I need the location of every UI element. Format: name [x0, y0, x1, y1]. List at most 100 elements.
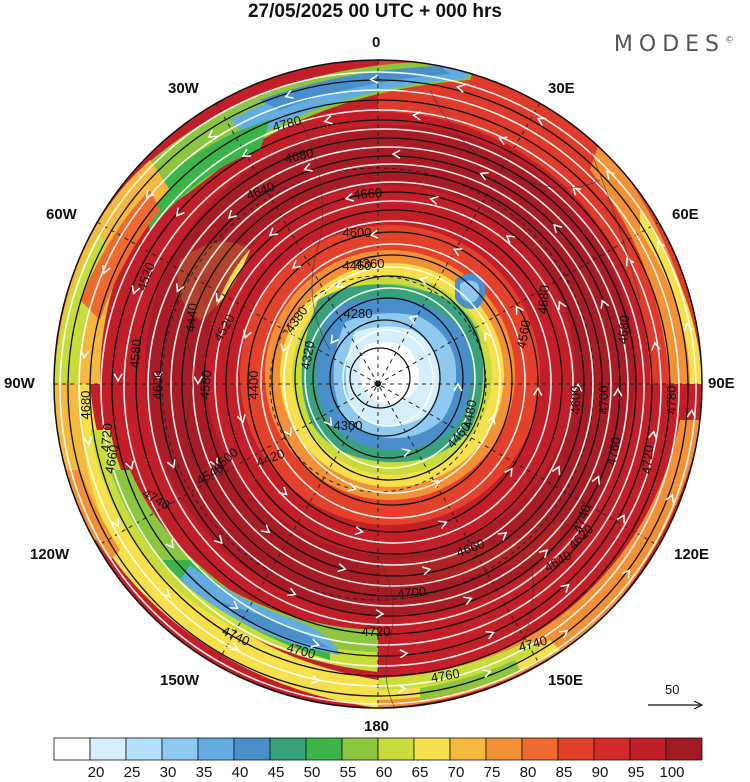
colorbar-swatch — [413, 737, 451, 761]
arrow-head — [479, 171, 489, 181]
arrow-head — [330, 334, 340, 345]
arrow-head — [498, 136, 508, 146]
colorbar-swatch — [377, 737, 415, 761]
colorbar-tick-label: 65 — [411, 764, 429, 781]
arrow-head — [175, 283, 185, 293]
arrow-head — [463, 596, 473, 606]
colorbar-tick-label: 90 — [591, 764, 609, 781]
arrow-head — [539, 549, 549, 559]
contour-label: 4560 — [197, 370, 214, 400]
arrow-head — [591, 475, 601, 485]
arrow-head — [236, 414, 246, 424]
arrow-head — [558, 300, 567, 311]
contour-label: 4600 — [568, 386, 583, 415]
arrow-head — [648, 430, 658, 440]
arrow-head — [283, 427, 292, 437]
colorbar-swatch — [665, 737, 703, 761]
arrow-head — [625, 256, 635, 267]
arrow-head — [397, 684, 407, 694]
arrow-head — [605, 170, 615, 180]
colorbar-swatch — [53, 737, 91, 761]
contour-label: 4560 — [514, 319, 534, 350]
contour-label: 4680 — [78, 391, 93, 420]
arrow-head — [560, 583, 570, 593]
arrow-head — [242, 329, 252, 340]
contour-label: 4760 — [430, 666, 461, 686]
arrow-head — [485, 630, 495, 640]
contour-label: 4720 — [98, 423, 115, 453]
arrow-head — [551, 465, 561, 475]
arrow-head — [268, 227, 278, 237]
lon-label-60e: 60E — [672, 206, 699, 223]
arrow-head — [455, 83, 466, 94]
arrow-head — [165, 539, 174, 549]
arrow-head — [482, 669, 492, 678]
arrow-head — [229, 642, 240, 651]
lon-label-90e: 90E — [708, 375, 735, 392]
arrow-head — [310, 638, 321, 648]
contour-label: 4460 — [343, 258, 372, 273]
contour-label: 4680 — [615, 315, 632, 345]
arrow-head — [411, 111, 422, 121]
colorbar-swatch — [341, 737, 379, 761]
contour-label: 4580 — [127, 339, 144, 369]
colorbar-tick-label: 30 — [159, 764, 177, 781]
contour-label: 4440 — [183, 303, 200, 333]
arrow-head — [651, 341, 661, 351]
arrow-head — [573, 382, 583, 392]
arrow-head — [229, 600, 239, 610]
streamline-arrows — [80, 74, 696, 694]
colorbar-swatch — [521, 737, 559, 761]
colorbar-swatch — [233, 737, 271, 761]
chart-title: 27/05/2025 00 UTC + 000 hrs — [247, 1, 503, 22]
colorbar-tick-label: 40 — [231, 764, 249, 781]
colorbar-swatch — [305, 737, 343, 761]
arrow-head — [613, 387, 623, 397]
arrow-head — [429, 195, 439, 205]
lon-label-0: 0 — [372, 34, 381, 51]
contour-label: 4760 — [604, 436, 624, 467]
contour-label: 4720 — [639, 445, 656, 475]
arrow-head — [656, 240, 666, 250]
height-contours — [67, 79, 689, 697]
arrow-head — [113, 373, 123, 383]
colorbar-swatch — [161, 737, 199, 761]
arrow-head — [391, 149, 401, 159]
contour-label: 4660 — [102, 444, 122, 475]
arrow-head — [323, 417, 333, 427]
arrow-head — [287, 587, 297, 597]
arrow-head — [600, 299, 610, 309]
copyright-mark: © — [725, 35, 734, 46]
north-pole-marker — [375, 381, 381, 387]
contour-label: 4780 — [271, 113, 303, 135]
contour-label: 4680 — [283, 145, 314, 166]
arrow-head — [486, 415, 496, 425]
arrow-head — [193, 376, 203, 386]
arrow-head — [110, 518, 120, 528]
contour-label: 4480 — [460, 399, 480, 430]
arrow-head — [241, 148, 252, 158]
contour-label: 4320 — [298, 340, 318, 371]
arrow-head — [505, 234, 515, 244]
arrow-head — [278, 486, 288, 496]
arrow-head — [284, 90, 294, 99]
colorbar-swatch — [485, 737, 523, 761]
lon-label-150w: 150W — [160, 672, 200, 689]
arrow-head — [452, 248, 463, 257]
arrow-head — [401, 448, 412, 458]
colorbar-swatch — [449, 737, 487, 761]
arrow-head — [335, 279, 345, 288]
arrow-head — [431, 480, 441, 489]
contour-label: 4780 — [664, 386, 679, 415]
arrow-head — [686, 408, 696, 418]
contour-label: 4660 — [353, 185, 383, 202]
arrow-head — [533, 386, 543, 396]
arrow-head — [354, 526, 364, 536]
arrow-head — [310, 674, 321, 685]
arrow-head — [621, 569, 631, 579]
lon-label-120w: 120W — [30, 546, 70, 563]
arrow-head — [665, 493, 675, 503]
arrow-head — [215, 293, 225, 303]
arrow-head — [209, 457, 218, 468]
contour-label: 4360 — [356, 256, 385, 271]
